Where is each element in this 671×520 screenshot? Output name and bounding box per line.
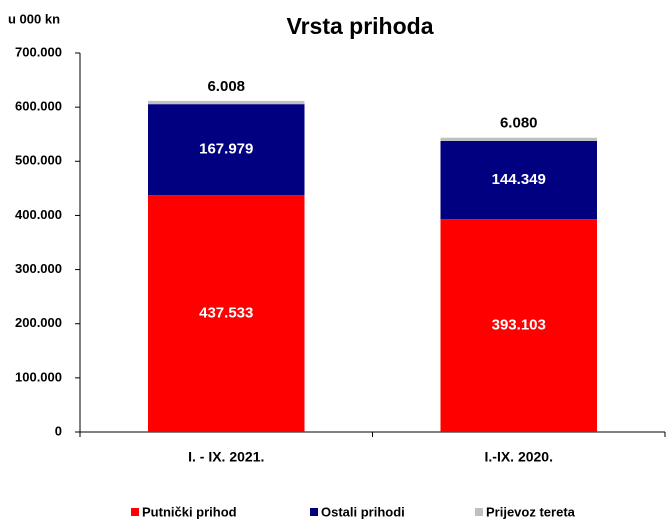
legend-swatch [131, 508, 139, 516]
y-tick-label: 100.000 [15, 369, 62, 384]
legend-label: Putnički prihod [142, 504, 237, 519]
data-label: 6.080 [500, 115, 538, 132]
y-tick-label: 400.000 [15, 207, 62, 222]
y-axis-label: u 000 kn [8, 11, 60, 26]
x-tick-label: I. - IX. 2021. [188, 449, 264, 465]
legend-label: Ostali prihodi [321, 504, 405, 519]
y-tick-label: 500.000 [15, 153, 62, 168]
y-tick-label: 200.000 [15, 315, 62, 330]
y-tick-label: 300.000 [15, 261, 62, 276]
data-label: 144.349 [492, 171, 546, 188]
y-tick-label: 0 [55, 423, 62, 438]
chart-title: Vrsta prihoda [287, 13, 434, 39]
bar-segment [440, 141, 597, 220]
data-label: 6.008 [207, 78, 245, 95]
bar-segment [440, 137, 597, 142]
bar-segment [148, 100, 305, 105]
y-tick-label: 600.000 [15, 99, 62, 114]
y-tick-label: 700.000 [15, 44, 62, 59]
x-tick-label: I.-IX. 2020. [485, 449, 553, 465]
bar-segment [440, 219, 597, 432]
legend-swatch [310, 508, 318, 516]
data-label: 167.979 [199, 141, 253, 158]
data-label: 393.103 [492, 317, 546, 334]
legend-label: Prijevoz tereta [486, 504, 576, 519]
bar-segment [148, 104, 305, 196]
data-label: 437.533 [199, 305, 253, 322]
legend-swatch [475, 508, 483, 516]
bar-segment [148, 195, 305, 432]
